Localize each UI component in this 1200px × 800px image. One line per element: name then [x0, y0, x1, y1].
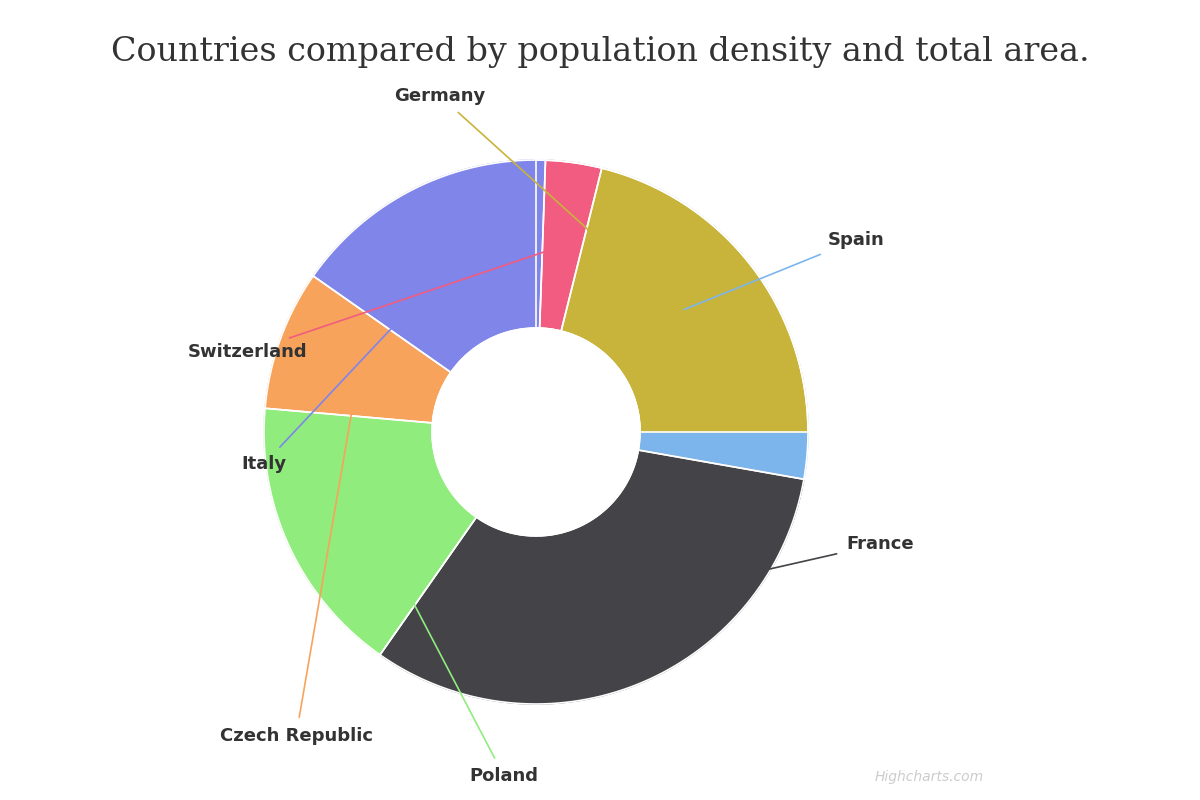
Polygon shape	[562, 168, 808, 432]
Text: Germany: Germany	[395, 87, 682, 314]
Text: Spain: Spain	[684, 231, 884, 310]
Text: Switzerland: Switzerland	[188, 247, 558, 361]
Polygon shape	[264, 408, 476, 655]
Polygon shape	[313, 160, 546, 372]
Text: Countries compared by population density and total area.: Countries compared by population density…	[110, 36, 1090, 68]
Circle shape	[432, 328, 640, 536]
Polygon shape	[540, 160, 602, 331]
Polygon shape	[536, 160, 808, 479]
Text: Poland: Poland	[367, 515, 539, 785]
Text: France: France	[612, 535, 914, 605]
Text: Highcharts.com: Highcharts.com	[875, 770, 984, 784]
Text: Czech Republic: Czech Republic	[220, 372, 372, 745]
Text: Italy: Italy	[241, 266, 449, 473]
Polygon shape	[380, 450, 804, 704]
Polygon shape	[265, 276, 451, 423]
